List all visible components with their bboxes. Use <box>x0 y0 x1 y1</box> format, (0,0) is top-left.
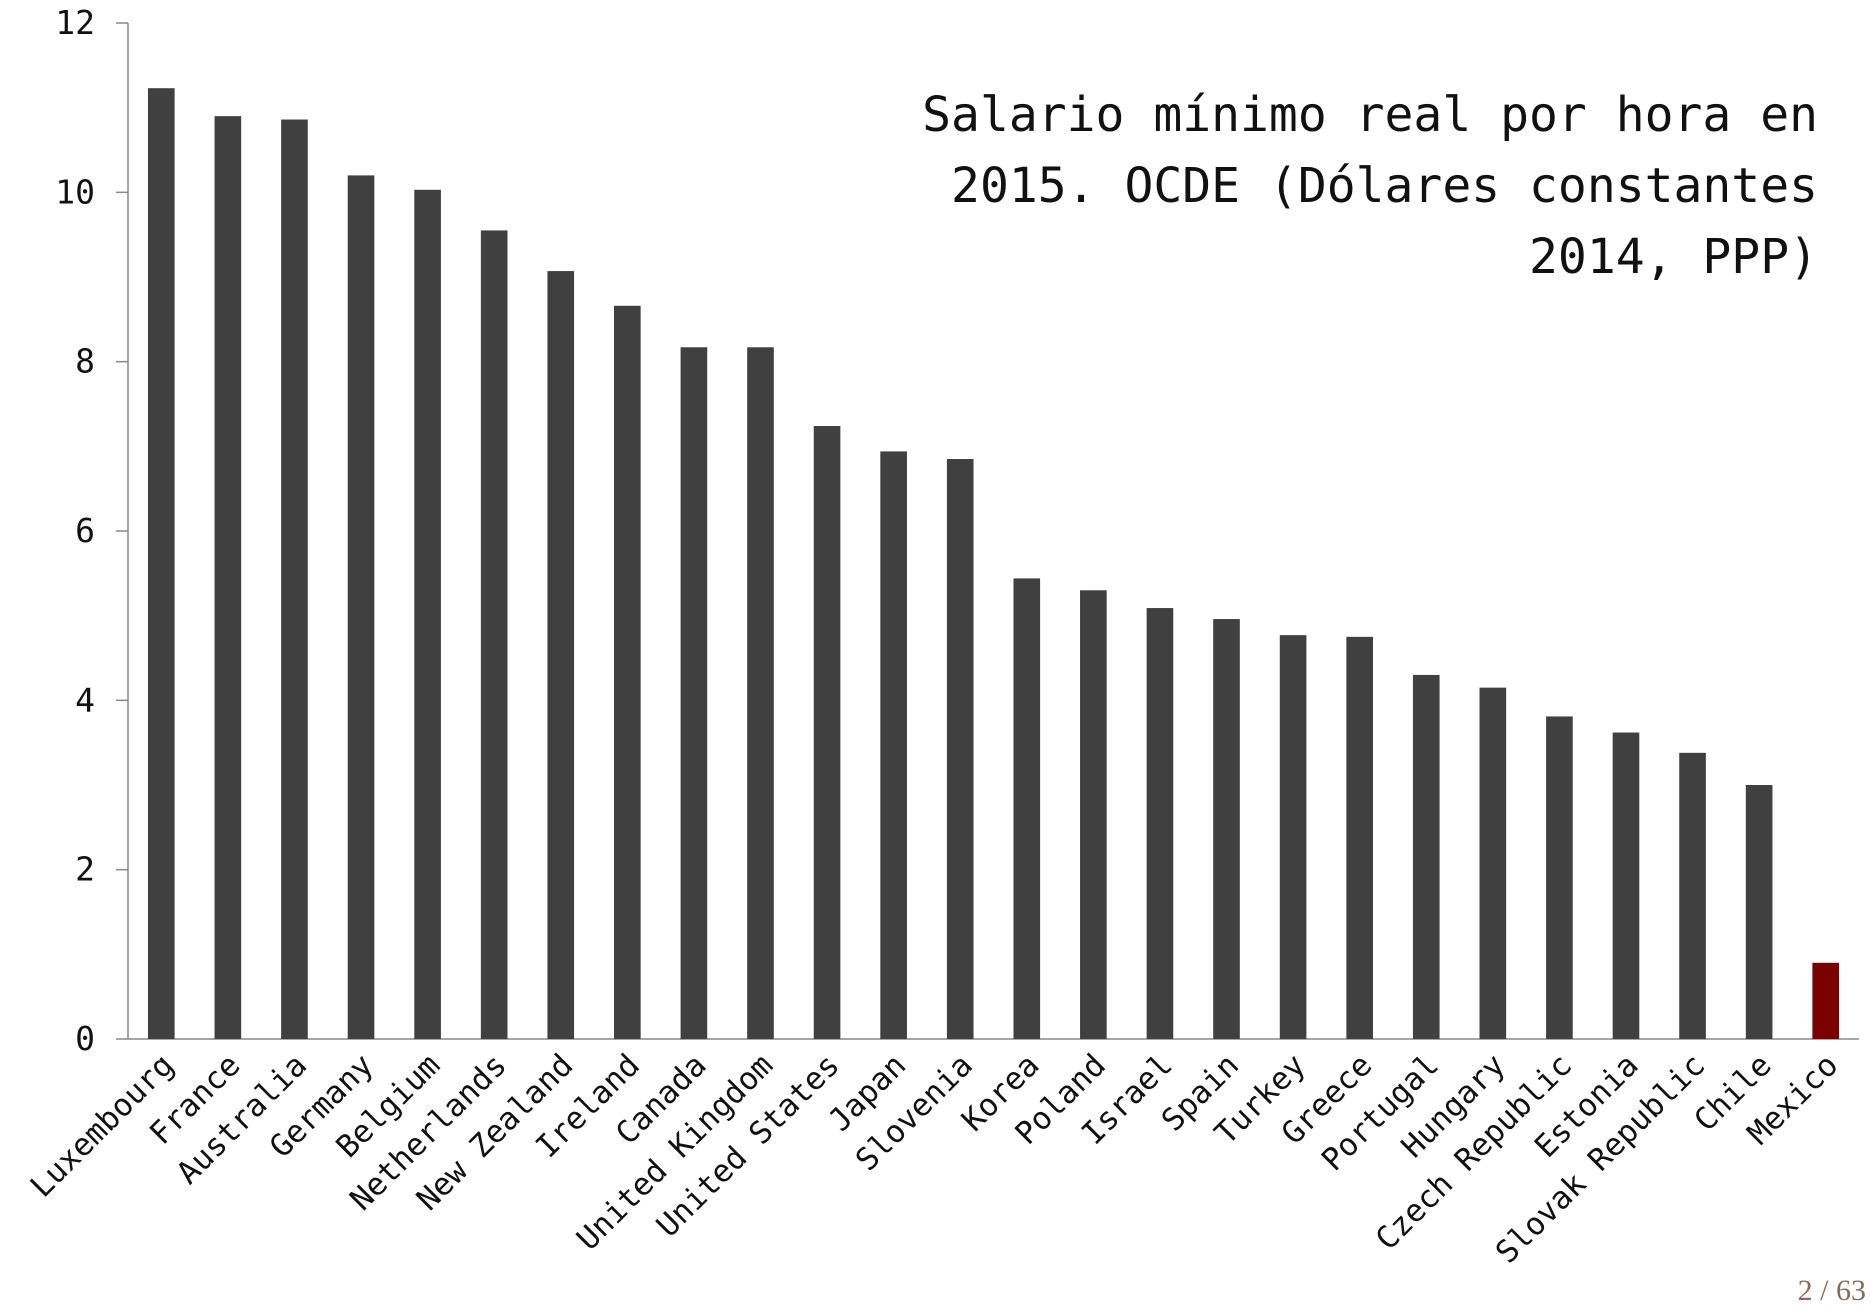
bar <box>1279 635 1307 1039</box>
page-number: 2 / 63 <box>1798 1274 1866 1307</box>
bar <box>147 88 175 1039</box>
bar <box>1479 687 1507 1039</box>
bar <box>1412 674 1440 1039</box>
bar <box>1146 608 1174 1039</box>
bar <box>1745 785 1773 1039</box>
bar <box>1213 619 1240 1039</box>
chart-title: Salario mínimo real por hora en <box>922 87 1818 143</box>
bar <box>1612 732 1640 1039</box>
bar <box>946 459 974 1039</box>
bar <box>480 230 508 1039</box>
bar <box>1013 578 1041 1039</box>
bar <box>1812 962 1840 1039</box>
bar <box>813 426 841 1040</box>
bar <box>614 305 641 1040</box>
chart-title: 2014, PPP) <box>1529 229 1818 285</box>
y-tick-label: 10 <box>55 172 95 211</box>
bar <box>1346 636 1373 1039</box>
y-tick-label: 2 <box>75 850 95 889</box>
bar <box>547 271 575 1039</box>
bar <box>414 189 441 1039</box>
y-tick-label: 6 <box>75 511 95 550</box>
chart-title: 2015. OCDE (Dólares constantes <box>951 158 1818 214</box>
y-tick-label: 8 <box>75 342 95 381</box>
bar <box>1546 716 1573 1039</box>
y-tick-label: 0 <box>75 1019 95 1058</box>
y-tick-label: 4 <box>75 680 95 719</box>
bar <box>1679 752 1706 1039</box>
bar <box>1080 590 1107 1039</box>
bar <box>281 119 308 1039</box>
bar <box>880 451 907 1039</box>
y-tick-label: 12 <box>55 3 95 42</box>
bar <box>680 347 708 1040</box>
bar <box>747 347 774 1040</box>
bar <box>214 116 242 1040</box>
bar <box>347 175 375 1039</box>
